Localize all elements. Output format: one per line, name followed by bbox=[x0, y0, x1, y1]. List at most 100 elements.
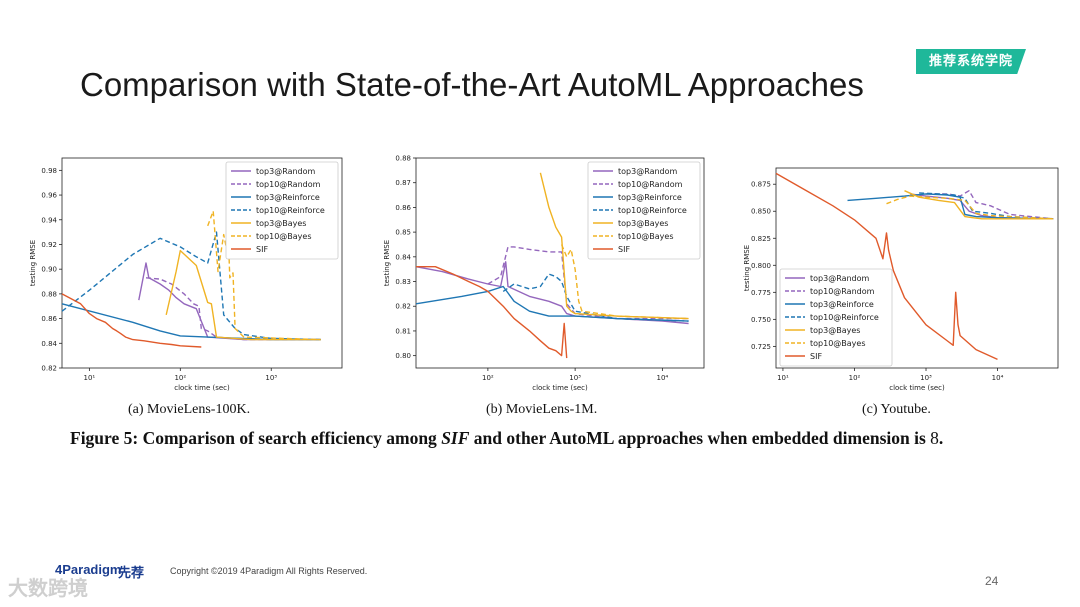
y-tick-label: 0.800 bbox=[751, 262, 771, 270]
series-line-top10-reinforce bbox=[61, 231, 321, 341]
legend-entry: top3@Bayes bbox=[618, 219, 668, 228]
legend-entry: top3@Bayes bbox=[256, 219, 306, 228]
caption-mid: and other AutoML approaches when embedde… bbox=[469, 428, 931, 448]
y-tick-label: 0.92 bbox=[41, 241, 57, 249]
y-tick-label: 0.87 bbox=[395, 179, 411, 187]
y-axis-label: testing RMSE bbox=[383, 240, 391, 286]
chart-youtube: 0.725 0.750 0.775 0.800 0.825 0.850 0.875 10¹ 10… bbox=[743, 167, 1059, 392]
legend-box bbox=[779, 268, 893, 367]
series-line-sif bbox=[775, 172, 998, 361]
legend-entry: top10@Reinforce bbox=[810, 313, 879, 322]
series-line-sif bbox=[416, 265, 568, 359]
legend-entry: top3@Reinforce bbox=[618, 193, 682, 202]
series-line-top10-bayes bbox=[560, 244, 689, 320]
y-tick-label: 0.81 bbox=[395, 327, 411, 335]
legend-entry: top10@Random bbox=[810, 287, 875, 296]
x-tick-label: 10² bbox=[482, 374, 494, 382]
xianjian-logo: 先荐 bbox=[118, 566, 145, 581]
x-tick-label: 10³ bbox=[920, 374, 932, 382]
x-tick-label: 10² bbox=[849, 374, 861, 382]
y-tick-label: 0.750 bbox=[751, 316, 771, 324]
figure-caption: Figure 5: Comparison of search efficienc… bbox=[70, 428, 943, 449]
x-tick-label: 10³ bbox=[265, 374, 277, 382]
y-tick-label: 0.825 bbox=[751, 235, 771, 243]
caption-dimension: 8 bbox=[930, 428, 939, 448]
company-logo: 4Paradigm bbox=[55, 562, 122, 577]
y-tick-label: 0.98 bbox=[41, 167, 57, 175]
legend-entry: top10@Reinforce bbox=[256, 206, 325, 215]
y-tick-label: 0.88 bbox=[395, 155, 411, 163]
plot-frame bbox=[775, 167, 1059, 369]
copyright-text: Copyright ©2019 4Paradigm All Rights Res… bbox=[170, 566, 368, 576]
legend-entry: top10@Reinforce bbox=[618, 206, 687, 215]
x-tick-label: 10¹ bbox=[777, 374, 789, 382]
caption-prefix: Figure 5: Comparison of search efficienc… bbox=[70, 428, 442, 448]
academy-badge: 推荐系统学院 bbox=[916, 49, 1026, 74]
legend-entry: top3@Reinforce bbox=[810, 300, 874, 309]
legend-entry: SIF bbox=[810, 352, 822, 361]
series-line-sif bbox=[61, 293, 202, 348]
y-tick-label: 0.86 bbox=[41, 315, 57, 323]
series-line-top10-bayes bbox=[886, 195, 1054, 220]
series-line-top3-random bbox=[415, 261, 689, 325]
subcaption-c: (c) Youtube. bbox=[862, 402, 931, 417]
y-tick-label: 0.80 bbox=[395, 352, 411, 360]
chart-movielens-1m: 0.80 0.81 0.82 0.83 0.84 0.85 0.86 0.87 0.88 10² 1… bbox=[383, 155, 705, 392]
legend-box bbox=[587, 161, 701, 260]
slide-title: Comparison with State-of-the-Art AutoML … bbox=[80, 66, 864, 103]
series-line-top3-random bbox=[910, 193, 1054, 220]
y-tick-label: 0.94 bbox=[41, 216, 57, 224]
y-tick-label: 0.82 bbox=[41, 365, 57, 373]
x-tick-label: 10⁴ bbox=[992, 374, 1004, 382]
series-line-top3-bayes bbox=[165, 249, 321, 341]
y-tick-label: 0.85 bbox=[395, 229, 411, 237]
x-tick-label: 10⁴ bbox=[657, 374, 669, 382]
y-axis-label: testing RMSE bbox=[743, 245, 751, 291]
series-line-top3-random bbox=[138, 262, 321, 341]
y-tick-label: 0.86 bbox=[395, 204, 411, 212]
legend-entry: SIF bbox=[618, 245, 630, 254]
y-tick-label: 0.850 bbox=[751, 208, 771, 216]
y-tick-label: 0.84 bbox=[395, 253, 411, 261]
series-line-top3-reinforce bbox=[847, 193, 1054, 220]
legend-entry: top3@Reinforce bbox=[256, 193, 320, 202]
y-tick-label: 0.84 bbox=[41, 340, 57, 348]
legend-entry: top10@Bayes bbox=[810, 339, 866, 348]
y-axis-label: testing RMSE bbox=[29, 240, 37, 286]
caption-sif: SIF bbox=[441, 428, 470, 448]
watermark: 大数跨境 bbox=[8, 576, 88, 600]
x-axis-label: clock time (sec) bbox=[174, 384, 230, 392]
legend-entry: top10@Bayes bbox=[256, 232, 312, 241]
legend-entry: top10@Random bbox=[618, 180, 683, 189]
subcaption-a: (a) MovieLens-100K. bbox=[128, 402, 251, 417]
legend-entry: top3@Random bbox=[810, 274, 870, 283]
series-line-top10-reinforce bbox=[919, 192, 1054, 220]
caption-end: . bbox=[938, 428, 944, 448]
y-tick-label: 0.83 bbox=[395, 278, 411, 286]
series-line-top3-reinforce bbox=[415, 285, 689, 322]
y-tick-label: 0.82 bbox=[395, 303, 411, 311]
legend-box bbox=[225, 161, 339, 260]
page-number: 24 bbox=[985, 574, 999, 588]
legend-entry: top10@Random bbox=[256, 180, 321, 189]
y-tick-label: 0.875 bbox=[751, 181, 771, 189]
y-tick-label: 0.775 bbox=[751, 289, 771, 297]
series-line-top3-bayes bbox=[539, 172, 689, 320]
y-tick-label: 0.88 bbox=[41, 290, 57, 298]
x-tick-label: 10¹ bbox=[84, 374, 96, 382]
y-tick-label: 0.96 bbox=[41, 192, 57, 200]
x-tick-label: 10² bbox=[174, 374, 186, 382]
subcaption-b: (b) MovieLens-1M. bbox=[486, 402, 598, 417]
legend-entry: top3@Random bbox=[618, 167, 678, 176]
series-line-top10-reinforce bbox=[502, 273, 689, 322]
plot-frame bbox=[415, 157, 705, 369]
y-tick-label: 0.725 bbox=[751, 343, 771, 351]
series-line-top3-reinforce bbox=[61, 303, 321, 341]
legend-entry: top3@Random bbox=[256, 167, 316, 176]
plot-frame bbox=[61, 157, 343, 369]
series-line-top3-bayes bbox=[904, 190, 1054, 220]
x-axis-label: clock time (sec) bbox=[889, 384, 945, 392]
x-axis-label: clock time (sec) bbox=[532, 384, 588, 392]
legend-entry: top3@Bayes bbox=[810, 326, 860, 335]
legend-entry: top10@Bayes bbox=[618, 232, 674, 241]
